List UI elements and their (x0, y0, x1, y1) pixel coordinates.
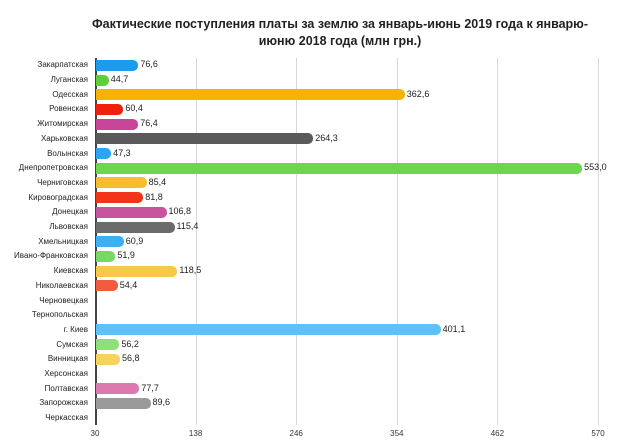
category-label: Ивано-Франковская (14, 251, 88, 261)
y-axis-line (95, 58, 97, 425)
bar (96, 74, 109, 86)
category-label: Днепропетровская (18, 163, 88, 173)
value-label: 118,5 (179, 265, 202, 276)
value-label: 401,1 (442, 323, 466, 334)
bar (96, 221, 175, 233)
bar (96, 59, 139, 71)
chart-title-line-2: июню 2018 года (млн грн.) (258, 34, 422, 48)
value-label: 54,4 (119, 279, 138, 290)
bar (96, 250, 116, 262)
value-label: 77,7 (141, 382, 159, 393)
bar (96, 383, 140, 395)
category-label: Черкасская (45, 413, 88, 423)
category-label: Луганская (50, 75, 88, 85)
category-label: Волынская (47, 148, 88, 158)
bar (96, 236, 124, 248)
category-label: Закарпатская (37, 60, 89, 70)
category-label: Черновецкая (39, 295, 88, 305)
category-label: Винницкая (47, 354, 88, 364)
bar (96, 148, 112, 160)
bar (96, 118, 139, 130)
chart-title-line-1: Фактические поступления платы за землю з… (91, 17, 589, 31)
gridline (396, 58, 398, 425)
category-label: Ровенская (49, 104, 88, 114)
bar (96, 89, 405, 101)
gridline (497, 58, 499, 425)
x-tick-label: 30 (90, 429, 100, 438)
bar (96, 280, 118, 292)
value-label: 264,3 (315, 132, 338, 143)
category-label: Львовская (49, 222, 88, 232)
category-label: Николаевская (35, 280, 88, 290)
bar (96, 353, 120, 365)
value-label: 81,8 (145, 191, 163, 202)
gridline (296, 58, 298, 425)
gridline (598, 58, 599, 425)
bar (96, 177, 147, 189)
x-tick-label: 354 (390, 429, 404, 438)
category-label: Полтавская (44, 383, 88, 393)
value-label: 106,8 (168, 206, 192, 217)
category-label: Харьковская (40, 133, 88, 143)
category-label: Сумская (56, 339, 88, 349)
bar (96, 192, 144, 204)
x-tick-label: 246 (289, 429, 303, 438)
bar (96, 265, 178, 277)
value-label: 553,0 (584, 162, 607, 173)
category-label: Херсонская (44, 369, 88, 379)
value-label: 76,6 (140, 59, 158, 70)
gridline (195, 58, 197, 425)
category-label: Житомирская (37, 119, 88, 129)
category-label: Запорожская (39, 398, 88, 408)
category-label: Донецкая (52, 207, 88, 217)
bar (96, 324, 441, 336)
x-tick-label: 462 (490, 429, 505, 438)
value-label: 85,4 (148, 176, 167, 187)
value-label: 115,4 (176, 221, 199, 232)
bar (96, 397, 151, 409)
bar (96, 339, 120, 351)
value-label: 60,9 (125, 235, 144, 246)
value-label: 76,4 (140, 118, 158, 129)
value-label: 56,2 (121, 338, 139, 349)
x-tick-label: 570 (591, 429, 605, 438)
category-label: г. Киев (63, 324, 88, 334)
category-label: Одесская (52, 89, 88, 99)
value-label: 56,8 (121, 353, 140, 364)
chart-title: Фактические поступления платы за землю з… (80, 16, 600, 50)
value-label: 47,3 (113, 147, 131, 158)
x-tick-label: 138 (188, 429, 203, 438)
value-label: 362,6 (406, 88, 430, 99)
category-label: Черниговская (37, 177, 88, 187)
category-label: Киевская (53, 266, 88, 276)
value-label: 44,7 (110, 74, 129, 85)
bar (96, 103, 124, 115)
category-label: Хмельницкая (38, 236, 88, 246)
bar (96, 206, 167, 218)
category-label: Тернопольская (31, 310, 88, 320)
value-label: 89,6 (152, 397, 171, 408)
value-label: 60,4 (125, 103, 143, 114)
bar (96, 162, 583, 174)
bar (96, 133, 314, 145)
value-label: 51,9 (117, 250, 135, 261)
category-label: Кировоградская (28, 192, 88, 202)
